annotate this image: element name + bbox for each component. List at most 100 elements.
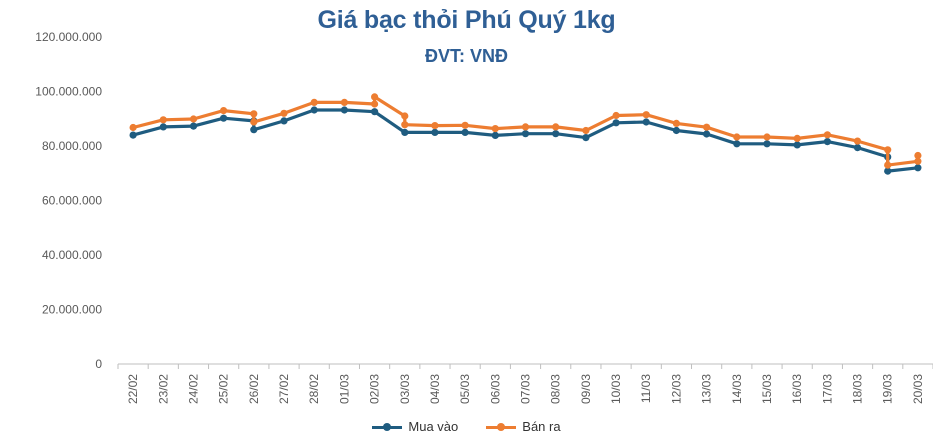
- data-point-mua-vao: [642, 118, 650, 126]
- data-point-mua-vao: [491, 131, 499, 139]
- legend-item-ban-ra: Bán ra: [486, 419, 561, 434]
- legend-swatch-mua-vao: [372, 422, 403, 432]
- x-tick-label: 28/02: [307, 374, 321, 404]
- y-tick-label: 20.000.000: [42, 303, 102, 317]
- legend-swatch-ban-ra: [486, 422, 517, 432]
- legend-label-ban-ra: Bán ra: [522, 419, 561, 434]
- data-point-mua-vao: [853, 144, 862, 152]
- x-tick-label: 07/03: [519, 374, 533, 404]
- data-point-mua-vao: [703, 130, 711, 138]
- x-tick-label: 24/02: [186, 374, 200, 404]
- x-tick-label: 06/03: [488, 374, 502, 404]
- data-point-ban-ra: [552, 123, 560, 131]
- data-point-mua-vao: [733, 140, 741, 148]
- data-point-ban-ra: [914, 151, 922, 160]
- x-tick-label: 26/02: [247, 374, 261, 404]
- x-tick-label: 11/03: [639, 374, 653, 403]
- series-line-ban-ra: [131, 95, 920, 167]
- data-point-mua-vao: [612, 119, 620, 127]
- x-tick-label: 25/02: [217, 374, 231, 404]
- data-point-ban-ra: [733, 133, 741, 141]
- x-tick-label: 27/02: [277, 374, 291, 404]
- data-point-ban-ra: [371, 100, 379, 108]
- data-point-ban-ra: [914, 157, 922, 165]
- data-point-mua-vao: [582, 134, 590, 142]
- y-tick-label: 60.000.000: [42, 194, 102, 208]
- data-point-mua-vao: [672, 126, 681, 135]
- data-point-mua-vao: [793, 141, 801, 149]
- data-point-mua-vao: [371, 108, 379, 116]
- data-point-ban-ra: [642, 111, 650, 119]
- y-tick-label: 100.000.000: [35, 85, 102, 99]
- x-tick-label: 17/03: [820, 374, 834, 404]
- x-tick-label: 03/03: [398, 374, 412, 404]
- data-point-mua-vao: [431, 128, 439, 136]
- data-point-mua-vao: [884, 167, 892, 175]
- data-point-ban-ra: [189, 115, 198, 123]
- x-tick-label: 13/03: [700, 374, 714, 404]
- x-tick-label: 01/03: [337, 374, 351, 404]
- data-point-mua-vao: [129, 131, 137, 139]
- data-point-ban-ra: [672, 119, 681, 127]
- data-point-ban-ra: [401, 121, 409, 129]
- data-point-mua-vao: [280, 117, 288, 125]
- data-point-ban-ra: [491, 125, 499, 133]
- data-point-ban-ra: [582, 126, 590, 135]
- x-tick-label: 16/03: [790, 374, 804, 404]
- x-tick-label: 12/03: [669, 374, 683, 404]
- data-point-mua-vao: [914, 164, 922, 172]
- data-point-ban-ra: [250, 110, 258, 118]
- data-point-mua-vao: [521, 130, 530, 138]
- data-point-ban-ra: [703, 123, 711, 131]
- y-tick-label: 0: [95, 357, 102, 371]
- data-point-ban-ra: [461, 121, 469, 129]
- data-point-ban-ra: [220, 107, 228, 115]
- x-tick-label: 22/02: [126, 374, 140, 404]
- chart-subtitle: ĐVT: VNĐ: [424, 46, 508, 66]
- x-tick-label: 14/03: [730, 374, 744, 404]
- data-point-ban-ra: [340, 98, 348, 106]
- data-point-mua-vao: [552, 130, 560, 138]
- data-point-ban-ra: [431, 122, 439, 130]
- x-tick-label: 02/03: [368, 374, 382, 404]
- y-tick-label: 40.000.000: [42, 248, 102, 262]
- chart-title: Giá bạc thỏi Phú Quý 1kg: [317, 6, 616, 34]
- chart-legend: Mua vào Bán ra: [0, 419, 933, 434]
- data-point-ban-ra: [763, 133, 771, 141]
- data-point-ban-ra: [371, 93, 379, 101]
- data-point-ban-ra: [853, 137, 862, 145]
- data-point-mua-vao: [159, 123, 167, 131]
- data-point-ban-ra: [884, 146, 892, 154]
- x-tick-label: 19/03: [881, 374, 895, 404]
- data-point-ban-ra: [612, 111, 620, 120]
- x-tick-label: 10/03: [609, 374, 623, 404]
- legend-item-mua-vao: Mua vào: [372, 419, 458, 434]
- x-tick-label: 05/03: [458, 374, 472, 404]
- data-point-mua-vao: [823, 138, 832, 146]
- x-tick-label: 08/03: [549, 374, 563, 404]
- data-point-mua-vao: [340, 106, 348, 114]
- data-point-ban-ra: [521, 123, 530, 131]
- data-point-mua-vao: [461, 128, 469, 136]
- x-tick-label: 15/03: [760, 374, 774, 404]
- x-tick-label: 20/03: [911, 374, 925, 404]
- data-point-ban-ra: [250, 118, 258, 126]
- x-tick-label: 04/03: [428, 374, 442, 404]
- data-point-ban-ra: [129, 123, 137, 132]
- data-point-ban-ra: [159, 116, 167, 124]
- data-point-ban-ra: [280, 109, 288, 117]
- x-tick-label: 09/03: [579, 374, 593, 404]
- y-tick-label: 120.000.000: [35, 30, 102, 44]
- data-point-mua-vao: [189, 122, 198, 130]
- data-point-ban-ra: [884, 161, 892, 169]
- data-point-mua-vao: [250, 126, 258, 134]
- data-point-mua-vao: [220, 114, 228, 122]
- data-point-ban-ra: [823, 131, 832, 139]
- data-point-mua-vao: [763, 140, 771, 148]
- y-tick-label: 80.000.000: [42, 139, 102, 153]
- data-point-mua-vao: [310, 106, 318, 114]
- legend-label-mua-vao: Mua vào: [408, 419, 459, 434]
- data-point-ban-ra: [793, 134, 801, 142]
- data-point-ban-ra: [401, 112, 409, 120]
